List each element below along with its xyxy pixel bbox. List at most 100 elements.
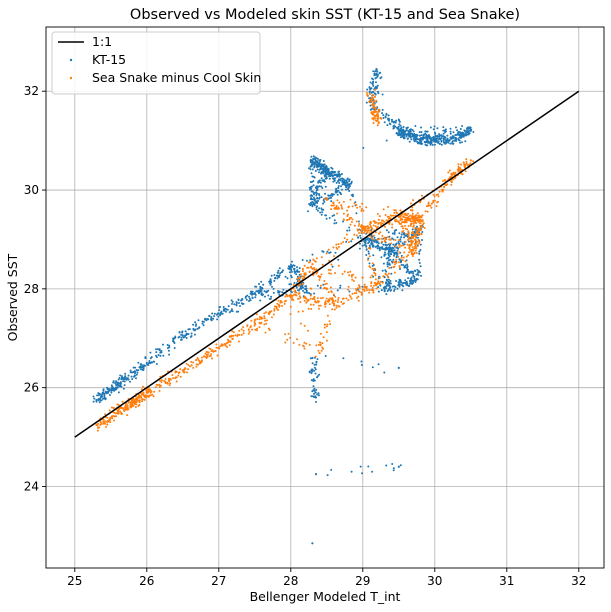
sea-snake-point — [398, 239, 401, 241]
sea-snake-point — [363, 231, 366, 234]
sea-snake-point — [321, 346, 324, 349]
kt15-point — [403, 265, 406, 268]
sea-snake-point — [205, 357, 208, 359]
sea-snake-point — [298, 295, 301, 298]
kt15-point — [92, 400, 95, 403]
kt15-point — [402, 264, 405, 267]
kt15-point — [345, 186, 348, 189]
kt15-point — [196, 327, 199, 330]
sea-snake-point — [148, 388, 150, 391]
sea-snake-point — [141, 400, 143, 403]
sea-snake-point — [360, 209, 363, 212]
sea-snake-point — [328, 259, 331, 262]
sea-snake-point — [447, 171, 450, 174]
sea-snake-point — [325, 325, 328, 328]
kt15-point — [394, 121, 397, 124]
kt15-point — [230, 310, 233, 312]
kt15-point — [382, 243, 385, 246]
sea-snake-point — [343, 270, 346, 273]
kt15-point — [393, 231, 396, 234]
sea-snake-point — [325, 252, 328, 255]
sea-snake-point — [272, 313, 275, 316]
kt15-point — [449, 132, 452, 135]
sea-snake-point — [371, 262, 374, 265]
sea-snake-point — [365, 225, 368, 228]
kt15-point — [437, 140, 440, 143]
kt15-point — [413, 269, 416, 272]
sea-snake-point — [276, 308, 279, 311]
sea-snake-point — [169, 382, 172, 385]
kt15-point — [321, 211, 324, 214]
sea-snake-point — [409, 209, 412, 211]
sea-snake-point — [303, 324, 306, 327]
sea-snake-point — [394, 219, 396, 222]
sea-snake-point — [115, 415, 118, 418]
kt15-point — [223, 309, 226, 312]
kt15-point — [449, 127, 452, 130]
legend-label-one-to-one: 1:1 — [92, 34, 112, 49]
y-tick-label: 26 — [24, 381, 39, 395]
kt15-point — [316, 161, 319, 164]
kt15-point — [401, 284, 404, 287]
kt15-point — [410, 279, 413, 282]
sea-snake-point — [375, 221, 378, 224]
kt15-point — [390, 266, 393, 269]
kt15-point — [342, 357, 345, 360]
kt15-point — [376, 74, 378, 76]
legend-swatch-sea-snake — [69, 76, 73, 80]
kt15-point — [254, 293, 257, 296]
kt15-point — [418, 131, 421, 134]
kt15-point — [310, 197, 313, 199]
kt15-point — [308, 203, 311, 205]
sea-snake-point — [386, 215, 389, 218]
sea-snake-point — [349, 223, 352, 226]
kt15-point — [330, 166, 333, 169]
kt15-point — [311, 370, 314, 373]
kt15-point — [359, 465, 362, 468]
sea-snake-point — [465, 160, 468, 163]
kt15-point — [116, 382, 119, 385]
sea-snake-point — [277, 303, 280, 306]
kt15-point — [114, 387, 117, 390]
sea-snake-point — [238, 334, 241, 336]
sea-snake-point — [183, 371, 186, 374]
kt15-point — [378, 249, 381, 252]
sea-snake-point — [228, 344, 231, 347]
kt15-point — [147, 364, 150, 366]
kt15-point — [348, 290, 351, 293]
sea-snake-point — [371, 286, 374, 289]
sea-snake-point — [301, 278, 304, 280]
sea-snake-point — [374, 274, 377, 277]
kt15-point — [412, 134, 415, 137]
kt15-point — [407, 137, 409, 140]
sea-snake-point — [368, 229, 371, 232]
kt15-point — [385, 229, 388, 232]
kt15-point — [328, 252, 331, 254]
sea-snake-point — [356, 229, 359, 232]
sea-snake-point — [308, 271, 311, 274]
kt15-point — [330, 197, 332, 199]
kt15-point — [418, 139, 421, 142]
sea-snake-point — [424, 210, 427, 213]
kt15-point — [461, 141, 463, 144]
sea-snake-point — [375, 110, 378, 113]
sea-snake-point — [375, 284, 378, 287]
kt15-point — [130, 375, 133, 378]
sea-snake-point — [412, 240, 415, 243]
kt15-point — [112, 381, 115, 384]
sea-snake-point — [422, 222, 425, 225]
sea-snake-point — [232, 334, 235, 337]
kt15-point — [388, 250, 391, 253]
sea-snake-point — [301, 270, 304, 273]
sea-snake-point — [103, 421, 106, 424]
kt15-point — [392, 243, 395, 246]
kt15-point — [438, 133, 441, 136]
kt15-point — [412, 272, 415, 275]
kt15-point — [346, 229, 349, 232]
kt15-point — [433, 143, 436, 146]
kt15-point — [386, 290, 389, 292]
sea-snake-point — [369, 225, 372, 228]
sea-snake-point — [412, 222, 415, 225]
kt15-point — [317, 185, 320, 188]
kt15-point — [259, 285, 262, 288]
